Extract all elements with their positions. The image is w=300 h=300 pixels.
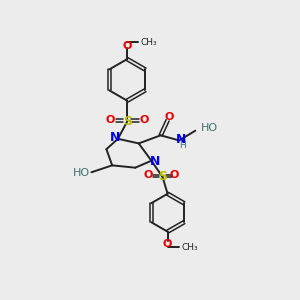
- Text: S: S: [123, 115, 132, 128]
- Text: N: N: [110, 131, 120, 144]
- Text: HO: HO: [201, 123, 218, 133]
- Text: N: N: [176, 133, 187, 146]
- Text: O: O: [170, 169, 179, 180]
- Text: HO: HO: [72, 168, 89, 178]
- Text: O: O: [106, 115, 115, 124]
- Text: O: O: [122, 41, 132, 51]
- Text: O: O: [163, 239, 172, 249]
- Text: O: O: [139, 115, 148, 124]
- Text: O: O: [164, 112, 174, 122]
- Text: N: N: [149, 155, 160, 168]
- Text: O: O: [143, 169, 153, 180]
- Text: S: S: [158, 170, 167, 183]
- Text: H: H: [179, 142, 186, 151]
- Text: CH₃: CH₃: [140, 38, 157, 47]
- Text: CH₃: CH₃: [181, 243, 198, 252]
